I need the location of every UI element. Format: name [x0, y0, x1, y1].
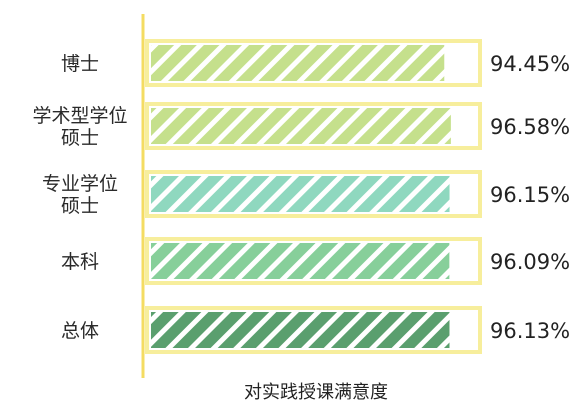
- value-labels: 94.45% 96.58% 96.15% 96.09% 96.13%: [490, 52, 570, 343]
- bars-group: [145, 39, 482, 354]
- bar: [151, 45, 445, 81]
- category-label-line: 硕士: [61, 127, 99, 149]
- bar: [151, 176, 450, 212]
- bar: [151, 312, 450, 348]
- value-label: 94.45%: [490, 52, 570, 76]
- value-label: 96.15%: [490, 183, 570, 207]
- category-label-line: 学术型学位: [32, 105, 127, 127]
- category-label: 博士: [61, 53, 99, 75]
- x-axis-label: 对实践授课满意度: [244, 382, 388, 403]
- category-label-line: 硕士: [61, 195, 99, 217]
- bar: [151, 108, 451, 144]
- category-label: 学术型学位硕士: [32, 105, 127, 149]
- category-label-line: 总体: [61, 320, 99, 342]
- bar: [151, 243, 450, 279]
- value-label: 96.13%: [490, 319, 570, 343]
- category-label-line: 本科: [61, 251, 99, 273]
- category-label: 总体: [61, 320, 99, 342]
- category-label: 本科: [61, 251, 99, 273]
- value-label: 96.58%: [490, 115, 570, 139]
- category-label: 专业学位硕士: [42, 173, 118, 217]
- value-label: 96.09%: [490, 250, 570, 274]
- category-label-line: 博士: [61, 53, 99, 75]
- category-label-line: 专业学位: [42, 173, 118, 195]
